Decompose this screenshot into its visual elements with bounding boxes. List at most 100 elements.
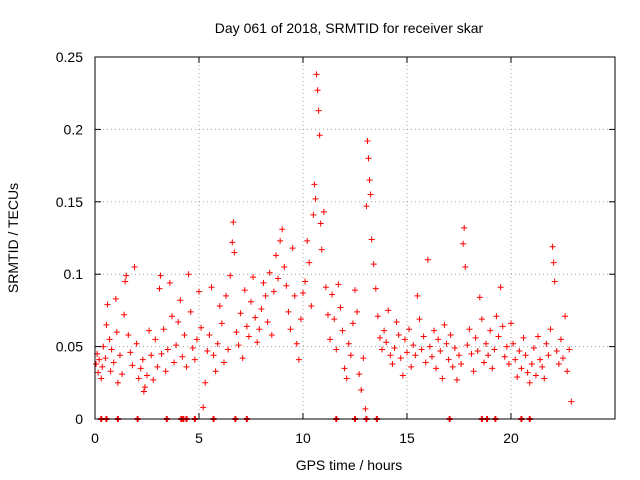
data-point xyxy=(530,345,537,352)
data-point xyxy=(113,329,120,336)
data-point xyxy=(208,284,215,291)
data-point xyxy=(250,274,257,281)
data-point xyxy=(127,349,134,356)
data-point xyxy=(422,359,429,366)
data-point xyxy=(122,278,129,285)
data-point xyxy=(317,220,324,227)
data-point xyxy=(327,336,334,343)
data-point xyxy=(108,346,115,353)
data-point xyxy=(93,360,100,367)
data-point xyxy=(104,301,111,308)
data-point xyxy=(179,353,186,360)
data-point xyxy=(198,324,205,331)
data-point xyxy=(541,375,548,382)
data-point xyxy=(489,365,496,372)
data-point xyxy=(476,294,483,301)
data-point xyxy=(204,347,211,354)
data-point xyxy=(225,346,232,353)
data-point xyxy=(110,359,117,366)
data-point xyxy=(231,249,238,256)
data-point xyxy=(248,298,254,305)
x-tick-label: 5 xyxy=(195,430,203,446)
data-point xyxy=(98,375,105,382)
chart-title: Day 061 of 2018, SRMTID for receiver ska… xyxy=(215,20,484,36)
data-point xyxy=(460,240,467,247)
data-point xyxy=(458,360,465,367)
data-point xyxy=(478,316,485,323)
data-point xyxy=(322,284,329,291)
data-point xyxy=(181,332,188,339)
data-point xyxy=(146,327,153,334)
data-point xyxy=(408,363,415,370)
data-point xyxy=(300,290,306,297)
data-point xyxy=(518,365,525,372)
data-point xyxy=(381,327,388,334)
data-point xyxy=(304,237,311,244)
data-point xyxy=(428,353,435,360)
data-point xyxy=(187,308,194,315)
data-point xyxy=(256,326,263,333)
data-point xyxy=(383,339,390,346)
data-point xyxy=(95,369,102,376)
data-point xyxy=(508,320,514,327)
data-point xyxy=(387,352,394,359)
data-point xyxy=(210,352,217,359)
data-point xyxy=(456,352,462,359)
x-axis-label: GPS time / hours xyxy=(296,457,403,473)
data-point xyxy=(501,353,508,360)
data-point xyxy=(229,239,236,246)
data-point xyxy=(505,360,512,367)
data-point xyxy=(349,320,356,327)
data-point xyxy=(133,340,140,347)
data-point xyxy=(168,313,175,320)
x-tick-label: 20 xyxy=(503,430,519,446)
data-point xyxy=(520,334,527,341)
data-point xyxy=(164,346,171,353)
data-point xyxy=(272,252,279,259)
data-point xyxy=(121,311,128,318)
data-point xyxy=(156,285,163,292)
data-point xyxy=(539,363,546,370)
data-point xyxy=(216,303,223,310)
data-point xyxy=(367,191,374,198)
x-tick-label: 0 xyxy=(91,430,99,446)
data-point xyxy=(173,342,180,349)
data-point xyxy=(404,349,410,356)
data-point xyxy=(320,208,327,215)
data-point xyxy=(237,310,244,317)
data-point xyxy=(395,332,402,339)
data-point xyxy=(462,263,469,270)
data-point xyxy=(364,137,371,144)
data-point xyxy=(555,360,562,367)
data-point xyxy=(410,342,417,349)
data-point xyxy=(468,350,475,357)
data-point xyxy=(291,292,298,299)
data-point xyxy=(549,243,556,250)
data-point xyxy=(485,352,492,359)
data-point xyxy=(524,369,531,376)
data-point xyxy=(376,334,383,341)
data-point xyxy=(532,372,539,379)
data-point xyxy=(497,284,504,291)
y-tick-label: 0.1 xyxy=(64,266,84,282)
data-point xyxy=(447,332,454,339)
data-point xyxy=(406,326,413,333)
y-tick-label: 0 xyxy=(75,411,83,427)
data-point xyxy=(345,340,352,347)
data-point xyxy=(233,329,240,336)
data-point xyxy=(175,318,182,325)
data-point xyxy=(547,326,554,333)
data-point xyxy=(480,359,487,366)
data-point xyxy=(107,368,114,375)
data-point xyxy=(227,272,234,279)
data-point xyxy=(503,343,510,350)
data-point xyxy=(443,340,450,347)
data-point xyxy=(385,307,392,314)
data-point xyxy=(352,287,358,294)
data-point xyxy=(433,365,440,372)
data-point xyxy=(522,352,529,359)
data-point xyxy=(177,297,184,304)
data-point xyxy=(310,211,317,218)
data-point xyxy=(464,342,471,349)
data-point xyxy=(266,269,273,276)
